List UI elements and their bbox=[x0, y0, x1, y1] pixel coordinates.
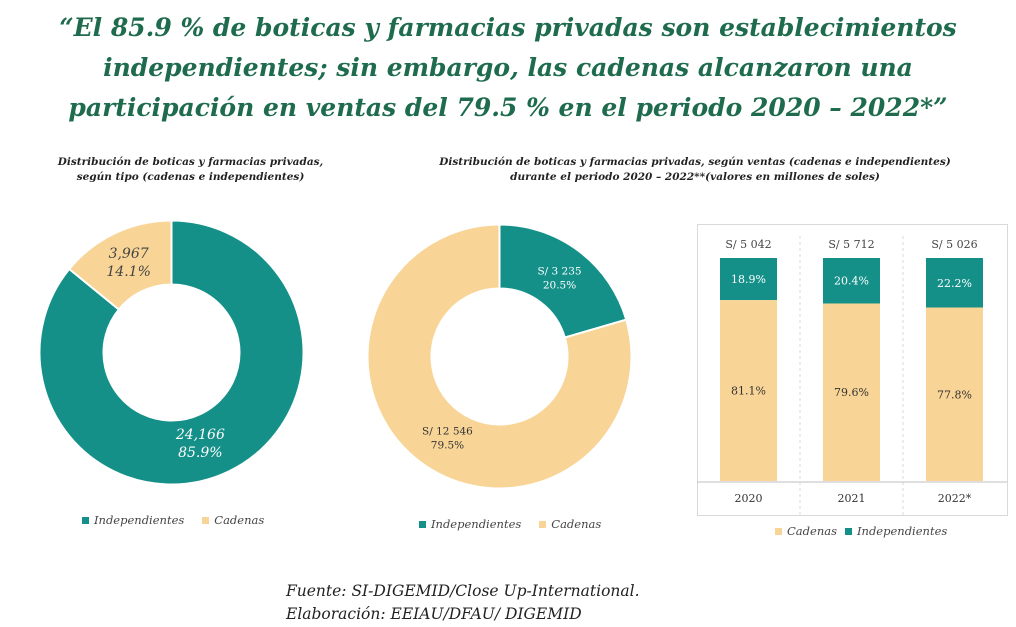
legend-item-independientes: Independientes bbox=[82, 513, 184, 527]
chart2-title-line-2: durante el periodo 2020 – 2022**(valores… bbox=[510, 171, 880, 183]
headline: “El 85.9 % de boticas y farmacias privad… bbox=[0, 8, 1016, 128]
donut-chart-by-type: 24,166 85.9% 3,967 14.1% bbox=[38, 219, 305, 486]
chart1-title: Distribución de boticas y farmacias priv… bbox=[18, 155, 363, 185]
bar-segment-cadenas bbox=[926, 307, 983, 481]
donut-label-value-cadenas: S/ 12 546 bbox=[422, 425, 473, 437]
donut-label-value-cadenas: 3,967 bbox=[109, 246, 149, 262]
legend-label-cadenas: Cadenas bbox=[551, 517, 602, 531]
bar-label-independientes: 20.4% bbox=[834, 275, 869, 288]
bar-segment-independientes bbox=[720, 258, 777, 301]
legend-swatch-cadenas bbox=[775, 527, 782, 535]
bar-label-independientes: 22.2% bbox=[937, 277, 972, 290]
bar-total-label: S/ 5 026 bbox=[931, 238, 977, 251]
donut-chart-by-sales: S/ 3 235 20.5% S/ 12 546 79.5% bbox=[366, 223, 633, 490]
bar-segment-cadenas bbox=[823, 303, 880, 481]
legend-item-cadenas: Cadenas bbox=[539, 517, 601, 531]
legend-label-independientes: Independientes bbox=[857, 524, 948, 538]
legend-swatch-independientes bbox=[845, 527, 852, 535]
chart3-legend: Cadenas Independientes bbox=[775, 524, 947, 538]
bar-total-label: S/ 5 042 bbox=[725, 238, 771, 251]
donut-label-pct-cadenas: 14.1% bbox=[106, 264, 150, 280]
donut-slice-cadenas bbox=[67, 219, 173, 311]
footer-author: Elaboración: EEIAU/DFAU/ DIGEMID bbox=[286, 605, 582, 623]
footer-source: Fuente: SI-DIGEMID/Close Up-Internationa… bbox=[286, 582, 640, 600]
x-tick-label: 2020 bbox=[735, 492, 763, 505]
legend-swatch-cadenas bbox=[539, 520, 547, 528]
donut-label-pct-independientes: 20.5% bbox=[543, 280, 576, 292]
legend-label-independientes: Independientes bbox=[94, 513, 185, 527]
headline-line-2: independientes; sin embargo, las cadenas… bbox=[103, 53, 913, 82]
donut-label-pct-independientes: 85.9% bbox=[178, 445, 222, 461]
legend-swatch-independientes bbox=[82, 516, 89, 524]
legend-swatch-cadenas bbox=[202, 516, 210, 524]
bar-segment-independientes bbox=[823, 258, 880, 304]
headline-line-3: participación en ventas del 79.5 % en el… bbox=[68, 93, 948, 122]
headline-line-1: “El 85.9 % de boticas y farmacias privad… bbox=[59, 13, 957, 42]
donut-label-pct-cadenas: 79.5% bbox=[431, 439, 464, 451]
chart1-legend: Independientes Cadenas bbox=[82, 513, 264, 527]
donut-slice-independientes bbox=[498, 223, 628, 339]
x-tick-label: 2022* bbox=[938, 492, 972, 505]
bar-label-independientes: 18.9% bbox=[731, 273, 766, 286]
legend-label-independientes: Independientes bbox=[431, 517, 522, 531]
legend-label-cadenas: Cadenas bbox=[214, 513, 265, 527]
bar-label-cadenas: 81.1% bbox=[731, 385, 766, 398]
bar-segment-cadenas bbox=[720, 300, 777, 481]
donut-slice-independientes bbox=[38, 219, 305, 486]
x-tick-label: 2021 bbox=[838, 492, 866, 505]
bar-total-label: S/ 5 712 bbox=[828, 238, 874, 251]
legend-item-cadenas: Cadenas bbox=[775, 524, 837, 538]
chart1-title-line-1: Distribución de boticas y farmacias priv… bbox=[57, 156, 324, 168]
legend-label-cadenas: Cadenas bbox=[787, 524, 837, 538]
legend-item-independientes: Independientes bbox=[845, 524, 947, 538]
bar-label-cadenas: 79.6% bbox=[834, 386, 869, 399]
legend-item-cadenas: Cadenas bbox=[202, 513, 264, 527]
chart2-legend: Independientes Cadenas bbox=[419, 517, 601, 531]
donut-slice-cadenas bbox=[366, 223, 633, 490]
chart2-title: Distribución de boticas y farmacias priv… bbox=[380, 155, 1010, 185]
chart2-title-line-1: Distribución de boticas y farmacias priv… bbox=[439, 156, 951, 168]
bar-segment-independientes bbox=[926, 258, 983, 308]
legend-swatch-independientes bbox=[419, 520, 426, 528]
chart1-title-line-2: según tipo (cadenas e independientes) bbox=[76, 171, 305, 183]
stacked-bar-chart: 18.9% 81.1% S/ 5 042 2020 20.4% 79.6% S/ 5 712… bbox=[697, 236, 1007, 515]
donut-label-value-independientes: 24,166 bbox=[175, 427, 225, 443]
donut-label-value-independientes: S/ 3 235 bbox=[537, 266, 581, 278]
bar-label-cadenas: 77.8% bbox=[937, 388, 972, 401]
legend-item-independientes: Independientes bbox=[419, 517, 521, 531]
